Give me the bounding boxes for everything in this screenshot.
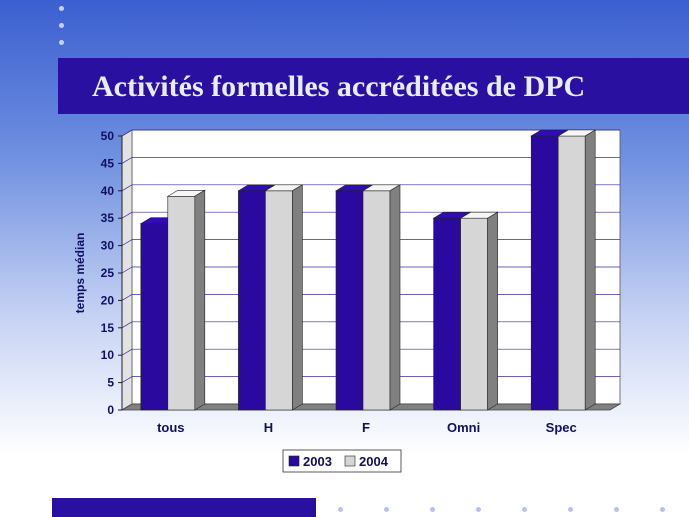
y-tick-label: 15: [101, 321, 115, 335]
bar-2004-Omni: [460, 217, 488, 411]
gridline-depth: [121, 348, 133, 356]
gridline-depth: [121, 157, 133, 164]
decorative-dot: [430, 507, 435, 512]
gridline-depth: [121, 321, 133, 329]
y-tick-label: 5: [107, 376, 114, 390]
bar-side-2004-Omni: [487, 211, 498, 411]
x-tick-label: H: [264, 420, 273, 435]
x-tick-label: F: [362, 420, 370, 435]
y-tick-label: 0: [107, 403, 114, 417]
bar-side-2004-Spec: [584, 129, 596, 411]
legend: [282, 449, 402, 473]
x-tick-label: Spec: [546, 420, 577, 435]
decorative-dot: [660, 507, 665, 512]
decorative-dot: [476, 507, 481, 512]
bar-2004-Spec: [557, 135, 586, 411]
decorative-dot: [59, 23, 64, 28]
decorative-dots-bottom: [338, 507, 678, 513]
gridline-depth: [121, 376, 133, 383]
decorative-dot: [59, 40, 64, 45]
bar-2003-H: [238, 190, 266, 411]
y-tick-label: 30: [101, 239, 115, 253]
bar-2003-Omni: [433, 217, 461, 411]
bar-2004-tous: [167, 195, 196, 411]
bar-side-2004-H: [292, 184, 303, 411]
bar-2003-tous: [140, 223, 169, 411]
gridline-depth: [121, 184, 133, 192]
y-tick-label: 40: [101, 184, 115, 198]
legend-swatch-2004: [344, 455, 356, 467]
bar-2004-H: [265, 190, 293, 411]
gridline-depth: [121, 129, 133, 137]
bar-2003-F: [335, 190, 364, 411]
title-band: [58, 58, 689, 114]
bar-2003-Spec: [530, 135, 559, 411]
bar-2004-F: [362, 190, 391, 411]
decorative-dot: [59, 6, 64, 11]
x-tick-label: Omni: [447, 420, 480, 435]
bar-side-2004-tous: [194, 189, 206, 411]
y-tick-label: 10: [101, 348, 115, 362]
y-axis-label: temps médian: [73, 233, 87, 314]
gridline-depth: [121, 211, 133, 219]
bar-side-2004-F: [389, 184, 401, 411]
legend-swatch-2003: [288, 455, 300, 467]
decorative-dot: [568, 507, 573, 512]
slide-title: Activités formelles accréditées de DPC: [92, 70, 586, 103]
gridline-depth: [121, 294, 133, 301]
y-tick-label: 50: [101, 129, 115, 143]
gridline-depth: [121, 239, 133, 246]
decorative-dot: [384, 507, 389, 512]
y-tick-label: 35: [101, 211, 115, 225]
x-tick-label: tous: [157, 420, 184, 435]
y-tick-label: 45: [101, 156, 115, 170]
decorative-dot: [338, 507, 343, 512]
legend-label-2004: 2004: [359, 454, 389, 469]
y-tick-label: 25: [101, 266, 115, 280]
decorative-dots-top: [59, 6, 69, 57]
gridline-depth: [121, 266, 133, 274]
y-tick-label: 20: [101, 293, 115, 307]
bottom-accent-bar: [52, 498, 316, 517]
decorative-dot: [614, 507, 619, 512]
decorative-dot: [522, 507, 527, 512]
legend-label-2003: 2003: [303, 454, 332, 469]
